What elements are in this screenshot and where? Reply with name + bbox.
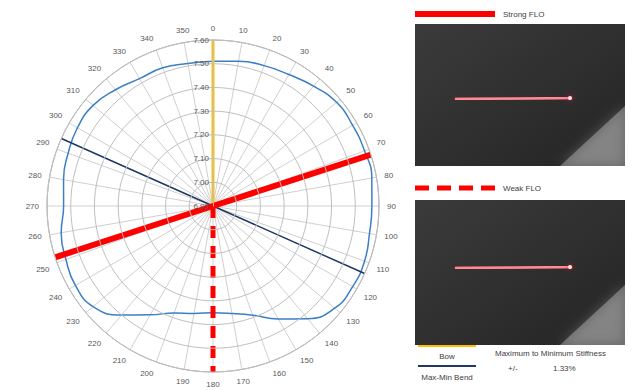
svg-text:200: 200 <box>140 369 154 378</box>
svg-text:230: 230 <box>66 317 80 326</box>
svg-text:90: 90 <box>387 202 396 211</box>
svg-text:330: 330 <box>113 47 127 56</box>
svg-text:190: 190 <box>176 377 190 386</box>
svg-text:Bow: Bow <box>439 352 455 361</box>
svg-text:260: 260 <box>28 232 42 241</box>
svg-text:Strong FLO: Strong FLO <box>503 10 544 19</box>
svg-text:290: 290 <box>36 138 50 147</box>
svg-text:7.40: 7.40 <box>193 83 209 92</box>
svg-text:6.90: 6.90 <box>193 202 209 211</box>
svg-text:160: 160 <box>273 369 287 378</box>
svg-text:40: 40 <box>325 64 334 73</box>
svg-text:340: 340 <box>140 34 154 43</box>
svg-text:180: 180 <box>206 380 220 389</box>
svg-text:1.33%: 1.33% <box>553 364 576 373</box>
svg-text:270: 270 <box>26 202 40 211</box>
svg-text:210: 210 <box>113 356 127 365</box>
svg-text:300: 300 <box>49 111 63 120</box>
svg-text:7.20: 7.20 <box>193 130 209 139</box>
svg-text:320: 320 <box>88 64 102 73</box>
svg-text:280: 280 <box>28 171 42 180</box>
svg-text:Maximum to Minimum Stiffness: Maximum to Minimum Stiffness <box>495 349 606 358</box>
svg-text:60: 60 <box>364 111 373 120</box>
svg-text:130: 130 <box>346 317 360 326</box>
svg-text:7.00: 7.00 <box>193 178 209 187</box>
svg-text:150: 150 <box>300 356 314 365</box>
svg-text:50: 50 <box>346 86 355 95</box>
svg-text:70: 70 <box>377 138 386 147</box>
svg-text:110: 110 <box>377 265 390 274</box>
svg-text:Max-Min Bend: Max-Min Bend <box>421 373 473 382</box>
svg-text:0: 0 <box>211 24 216 33</box>
svg-text:140: 140 <box>325 339 339 348</box>
svg-text:100: 100 <box>384 232 398 241</box>
svg-text:240: 240 <box>49 293 63 302</box>
svg-text:+/-: +/- <box>508 364 518 373</box>
svg-text:30: 30 <box>300 47 309 56</box>
svg-text:220: 220 <box>88 339 102 348</box>
svg-text:250: 250 <box>36 265 50 274</box>
svg-text:350: 350 <box>176 26 190 35</box>
svg-text:7.10: 7.10 <box>193 154 209 163</box>
svg-text:120: 120 <box>364 293 378 302</box>
svg-text:20: 20 <box>273 34 282 43</box>
svg-text:7.30: 7.30 <box>193 107 209 116</box>
svg-text:7.50: 7.50 <box>193 59 209 68</box>
svg-text:7.60: 7.60 <box>193 36 209 45</box>
svg-text:10: 10 <box>239 26 248 35</box>
svg-text:170: 170 <box>237 377 251 386</box>
svg-text:Weak FLO: Weak FLO <box>503 184 541 193</box>
svg-text:310: 310 <box>66 86 80 95</box>
svg-text:80: 80 <box>384 171 393 180</box>
